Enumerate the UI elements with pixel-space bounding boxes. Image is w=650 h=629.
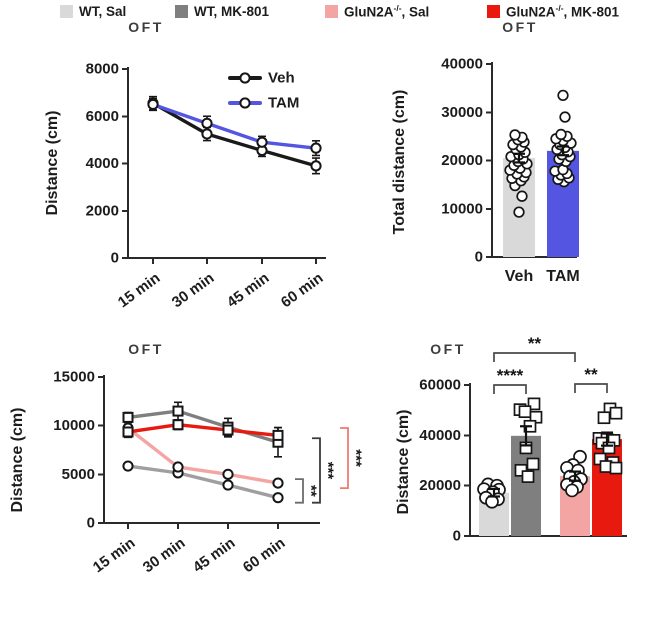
y-tick-label: 0 (87, 515, 95, 532)
x-tick-label: 15 min (115, 269, 163, 311)
legend-item-wt-sal: WT, Sal (60, 0, 126, 22)
x-tick-label: 60 min (240, 534, 288, 576)
bar-category-label: Veh (505, 268, 533, 285)
y-tick-label: 0 (453, 528, 461, 545)
y-tick-label: 15000 (53, 369, 95, 386)
significance-label: ** (584, 365, 598, 384)
chart-title: OFT (430, 341, 466, 357)
bar-category-label: TAM (546, 268, 579, 285)
y-tick-label: 8000 (86, 61, 119, 78)
y-tick-label: 0 (111, 250, 119, 267)
significance-label: ** (528, 334, 542, 353)
y-tick-label: 10000 (53, 417, 95, 434)
y-tick-label: 5000 (62, 466, 95, 483)
y-tick-label: 2000 (86, 202, 119, 219)
chart-title: OFT (128, 341, 164, 357)
x-tick-label: 30 min (169, 269, 217, 311)
legend-label-veh: Veh (268, 70, 295, 87)
legend-label: WT, MK-801 (194, 3, 270, 19)
y-tick-label: 20000 (441, 152, 483, 169)
x-tick-label: 45 min (190, 534, 238, 576)
line-chart-genotype: OFT Distance (cm) 0 5000 10000 15000 15 min 3… (9, 341, 365, 577)
y-tick-label: 60000 (419, 377, 461, 394)
plot-area: 0 10000 20000 30000 40000 Veh TAM (441, 56, 579, 286)
chart-title: OFT (128, 19, 164, 35)
significance-label: *** (348, 449, 365, 467)
legend-swatch (60, 4, 73, 18)
bar-chart-total-distance: OFT Total distance (cm) 0 10000 20000 30000… (391, 19, 580, 286)
legend-label-tam: TAM (268, 95, 299, 112)
y-tick-label: 40000 (419, 427, 461, 444)
significance-label: *** (320, 462, 337, 480)
line-chart-veh-tam: OFT Distance (cm) 0 2000 4000 6000 8000 15 mi… (44, 19, 327, 312)
x-tick-label: 30 min (140, 534, 188, 576)
y-axis-label: Distance (cm) (44, 111, 61, 216)
y-tick-label: 20000 (419, 477, 461, 494)
y-tick-label: 6000 (86, 108, 119, 125)
chart-title: OFT (502, 19, 538, 35)
legend-swatch (175, 4, 188, 18)
legend-label: WT, Sal (79, 3, 127, 19)
significance-label: ** (303, 485, 320, 497)
significance-label: **** (497, 366, 524, 385)
plot-area: 0 5000 10000 15000 15 min 30 min 45 min 60 min *… (53, 369, 364, 577)
x-tick-label: 15 min (90, 534, 138, 576)
y-tick-label: 10000 (441, 200, 483, 217)
figure-legend: WT, Sal WT, MK-801 GluN2A-/-, Sal GluN2A-/-… (0, 0, 650, 30)
y-tick-label: 30000 (441, 104, 483, 121)
y-axis-label: Total distance (cm) (391, 90, 408, 235)
plot-area: 0 2000 4000 6000 8000 15 min 30 min 45 min 60 mi… (86, 61, 327, 312)
legend-item-glun2a-mk-801: GluN2A-/-, MK-801 (487, 0, 619, 22)
legend-label: GluN2A-/-, MK-801 (506, 2, 620, 20)
legend-swatch (325, 4, 338, 18)
legend-swatch (487, 4, 500, 18)
x-tick-label: 60 min (278, 269, 326, 311)
y-tick-label: 40000 (441, 56, 483, 73)
legend-label: GluN2A-/-, Sal (344, 2, 430, 20)
y-tick-label: 4000 (86, 155, 119, 172)
x-tick-label: 45 min (224, 269, 272, 311)
legend-item-wt-mk-801: WT, MK-801 (175, 0, 269, 22)
y-axis-label: Distance (cm) (395, 410, 412, 515)
y-tick-label: 0 (475, 249, 483, 266)
y-axis-label: Distance (cm) (9, 408, 26, 513)
legend-item-glun2a-sal: GluN2A-/-, Sal (325, 0, 429, 22)
